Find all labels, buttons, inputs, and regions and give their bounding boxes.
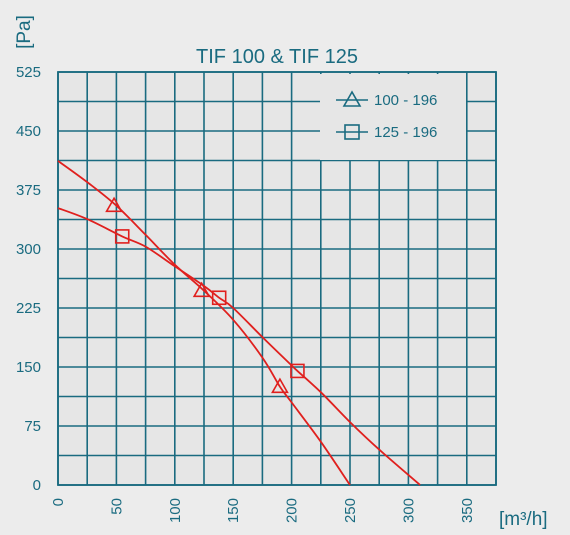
x-tick-label: 100 — [167, 498, 184, 523]
y-tick-label: 450 — [16, 123, 41, 140]
x-axis-label: [m³/h] — [499, 509, 548, 530]
y-tick-label: 150 — [16, 359, 41, 376]
chart-title: TIF 100 & TIF 125 — [196, 46, 358, 68]
legend-square-icon — [344, 124, 360, 140]
x-tick-label: 350 — [459, 498, 476, 523]
y-tick-label: 375 — [16, 182, 41, 199]
x-tick-label: 50 — [108, 498, 125, 515]
y-tick-label: 0 — [33, 477, 41, 494]
square-marker — [211, 290, 227, 306]
x-tick-labels: 0 50 100 150 200 250 300 350 — [50, 498, 476, 523]
series-markers — [105, 196, 305, 394]
plot-border — [57, 71, 497, 486]
x-tick-label: 0 — [50, 498, 67, 506]
y-axis-label: [Pa] — [14, 15, 35, 49]
square-marker — [114, 229, 130, 244]
x-tick-label: 150 — [225, 498, 242, 523]
square-marker — [290, 363, 305, 379]
y-tick-label: 225 — [16, 300, 41, 317]
legend: 100 - 196 125 - 196 — [320, 74, 466, 160]
triangle-marker — [271, 377, 289, 394]
legend-label: 100 - 196 — [374, 92, 437, 109]
grid — [57, 71, 497, 486]
legend-triangle-icon — [342, 90, 362, 107]
y-tick-label: 525 — [16, 64, 41, 81]
x-tick-label: 250 — [342, 498, 359, 523]
triangle-marker — [192, 281, 211, 298]
legend-label: 125 - 196 — [374, 124, 437, 141]
y-tick-label: 75 — [24, 418, 41, 435]
y-tick-label: 300 — [16, 241, 41, 258]
x-tick-label: 300 — [400, 498, 417, 523]
triangle-marker — [105, 196, 123, 213]
legend-box — [320, 74, 466, 160]
series-line-2 — [57, 207, 421, 486]
x-tick-label: 200 — [284, 498, 301, 523]
y-tick-labels: 0 75 150 225 300 375 450 525 — [16, 64, 41, 494]
